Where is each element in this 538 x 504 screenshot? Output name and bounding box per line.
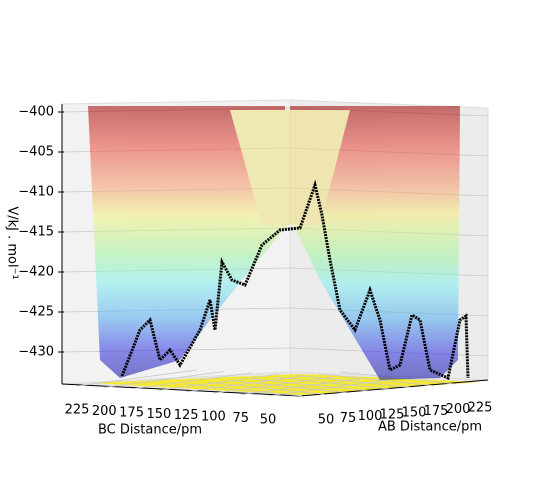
x-tick-label: 75: [232, 411, 249, 426]
y-axis: [299, 379, 489, 397]
trajectory: [120, 179, 470, 381]
z-tick-label: −400: [18, 105, 54, 120]
x-axis-label: BC Distance/pm: [98, 423, 202, 438]
z-axis-label: V/kJ . mol⁻¹: [5, 206, 20, 279]
z-tick-label: −425: [18, 305, 54, 320]
x-tick-label: 100: [201, 410, 226, 425]
x-tick-label: 225: [65, 403, 90, 418]
x-tick-label: 200: [92, 404, 117, 419]
y-tick-label: 200: [446, 402, 471, 417]
y-tick-label: 50: [318, 413, 335, 428]
grid-line: [273, 376, 391, 390]
grid-line: [317, 373, 435, 387]
grid-line: [104, 371, 225, 388]
z-tick-label: −430: [18, 345, 54, 360]
x-tick-label: 175: [119, 405, 144, 420]
x-tick-label: 125: [174, 408, 199, 423]
grid-line: [295, 375, 413, 388]
y-tick-label: 125: [380, 407, 405, 422]
y-tick-label: 75: [340, 411, 357, 426]
x-tick-label: 50: [260, 413, 277, 428]
surface: [88, 106, 460, 380]
y-axis-label: AB Distance/pm: [378, 420, 482, 435]
y-tick-label: 225: [468, 401, 493, 416]
z-tick-label: −415: [18, 225, 54, 240]
grid-line: [158, 373, 279, 391]
grid-line: [207, 381, 325, 395]
x-axis: [61, 383, 301, 397]
y-tick-label: 100: [358, 409, 383, 424]
grid-line: [185, 383, 303, 397]
y-tick-label: 175: [424, 404, 449, 419]
y-tick-label: 150: [402, 406, 427, 421]
z-tick-label: −420: [18, 265, 54, 280]
grid-line: [131, 372, 252, 390]
z-tick-label: −410: [18, 185, 54, 200]
z-tick-label: −405: [18, 145, 54, 160]
grid-line: [76, 369, 198, 387]
grid-line: [229, 380, 347, 393]
x-tick-label: 150: [146, 407, 171, 422]
grid-line: [251, 378, 369, 392]
